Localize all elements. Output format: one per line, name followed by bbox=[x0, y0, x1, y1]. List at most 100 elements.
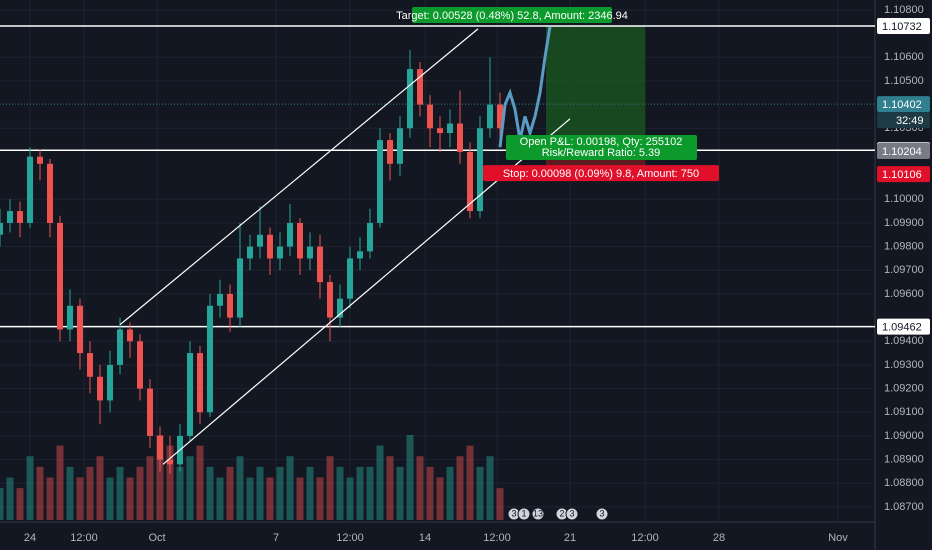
candle-body bbox=[347, 258, 353, 299]
volume-bar bbox=[486, 456, 494, 520]
event-icon bbox=[517, 507, 531, 521]
candle-body bbox=[277, 246, 283, 259]
candle-body bbox=[297, 222, 303, 259]
candle-body bbox=[97, 376, 103, 401]
y-tick-label: 1.09900 bbox=[884, 217, 924, 229]
target-label-box bbox=[412, 7, 612, 24]
volume-bar bbox=[166, 445, 174, 520]
volume-bar bbox=[56, 445, 64, 520]
price-tag bbox=[877, 18, 930, 35]
candle-body bbox=[357, 251, 363, 259]
volume-bar bbox=[476, 466, 484, 520]
candle-body bbox=[7, 211, 13, 223]
volume-bar bbox=[186, 456, 194, 520]
volume-bar bbox=[0, 488, 4, 520]
volume-bar bbox=[386, 456, 394, 520]
volume-bar bbox=[326, 456, 334, 520]
volume-bar bbox=[316, 477, 324, 520]
countdown-tag bbox=[877, 112, 930, 129]
y-tick-label: 1.09400 bbox=[884, 335, 924, 347]
event-icon bbox=[531, 507, 545, 521]
event-label: 3 bbox=[569, 508, 574, 518]
y-tick-label: 1.10600 bbox=[884, 51, 924, 63]
volume-bar bbox=[466, 445, 474, 520]
volume-bar bbox=[126, 477, 134, 520]
price-tag-label: 1.10402 bbox=[882, 99, 922, 111]
candle-body bbox=[407, 69, 413, 129]
y-tick-label: 1.10000 bbox=[884, 193, 924, 205]
event-label: 3 bbox=[511, 508, 516, 518]
x-tick-label: 14 bbox=[419, 532, 431, 544]
volume-bar bbox=[436, 477, 444, 520]
y-tick-label: 1.10800 bbox=[884, 4, 924, 16]
y-tick-label: 1.09300 bbox=[884, 359, 924, 371]
candle-body bbox=[217, 293, 223, 306]
channel-line bbox=[119, 28, 479, 326]
event-icon bbox=[595, 507, 609, 521]
x-tick-label: Nov bbox=[828, 532, 848, 544]
event-icon bbox=[565, 507, 579, 521]
volume-bar bbox=[106, 477, 114, 520]
x-tick-label: 12:00 bbox=[631, 532, 659, 544]
price-tag-label: 1.10106 bbox=[882, 169, 922, 181]
candle-body bbox=[307, 246, 313, 259]
target-zone bbox=[546, 26, 645, 151]
stop-label-box bbox=[483, 165, 719, 182]
volume-bar bbox=[366, 466, 374, 520]
price-tag-label: 1.09462 bbox=[882, 321, 922, 333]
volume-bar bbox=[306, 466, 314, 520]
candle-body bbox=[467, 151, 473, 212]
y-tick-label: 1.10500 bbox=[884, 75, 924, 87]
candle-body bbox=[207, 305, 213, 413]
projection-line bbox=[498, 26, 552, 148]
candle-body bbox=[57, 222, 63, 330]
volume-bar bbox=[236, 456, 244, 520]
price-tag-label: 1.10204 bbox=[882, 146, 922, 158]
candle-body bbox=[127, 329, 133, 342]
candle-body bbox=[337, 298, 343, 318]
y-tick-label: 1.08900 bbox=[884, 453, 924, 465]
candle-body bbox=[447, 123, 453, 134]
volume-bar bbox=[146, 456, 154, 520]
volume-bar bbox=[76, 477, 84, 520]
volume-bar bbox=[416, 456, 424, 520]
y-tick-label: 1.08800 bbox=[884, 477, 924, 489]
pnl-label-box bbox=[506, 134, 697, 160]
volume-bar bbox=[286, 456, 294, 520]
candle-body bbox=[87, 353, 93, 377]
candle-body bbox=[287, 222, 293, 247]
candle-body bbox=[387, 140, 393, 164]
y-tick-label: 1.09700 bbox=[884, 264, 924, 276]
pnl-label: Open P&L: 0.00198, Qty: 255102 bbox=[520, 136, 683, 148]
candle-body bbox=[487, 104, 493, 129]
candle-body bbox=[117, 329, 123, 365]
candle-body bbox=[417, 69, 423, 105]
volume-bar bbox=[276, 466, 284, 520]
event-label: 1 bbox=[521, 508, 526, 518]
volume-bar bbox=[66, 466, 74, 520]
volume-bar bbox=[96, 456, 104, 520]
volume-bar bbox=[496, 488, 504, 520]
candle-body bbox=[107, 364, 113, 401]
price-tag bbox=[877, 166, 930, 183]
y-tick-label: 1.09200 bbox=[884, 383, 924, 395]
candle-body bbox=[137, 341, 143, 389]
x-tick-label: Oct bbox=[148, 532, 165, 544]
candle-body bbox=[17, 211, 23, 223]
volume-bar bbox=[176, 466, 184, 520]
y-tick-label: 1.09600 bbox=[884, 288, 924, 300]
candle-body bbox=[267, 234, 273, 259]
volume-bar bbox=[196, 445, 204, 520]
event-label: 2 bbox=[559, 508, 564, 518]
volume-bar bbox=[16, 488, 24, 520]
candle-body bbox=[427, 104, 433, 129]
x-tick-label: 28 bbox=[713, 532, 725, 544]
volume-bar bbox=[246, 477, 254, 520]
volume-bar bbox=[46, 477, 54, 520]
price-tag bbox=[877, 318, 930, 335]
y-tick-label: 1.09100 bbox=[884, 406, 924, 418]
event-label: 13 bbox=[533, 508, 543, 518]
target-label: Target: 0.00528 (0.48%) 52.8, Amount: 23… bbox=[396, 10, 628, 22]
candle-body bbox=[67, 305, 73, 330]
